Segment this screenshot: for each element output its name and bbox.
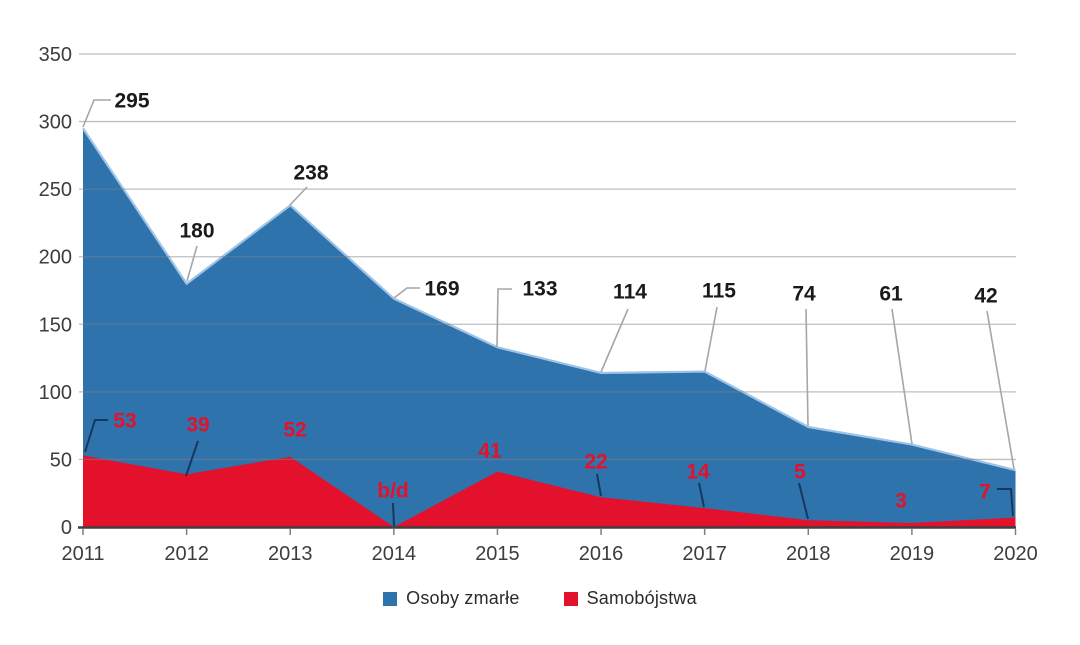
data-label-samobojstwa-2014: b/d	[377, 479, 409, 502]
data-label-osoby-zmarle-2013: 238	[293, 161, 328, 184]
data-label-osoby-zmarle-2011: 295	[114, 89, 149, 112]
data-label-samobojstwa-2012: 39	[186, 413, 209, 436]
y-axis-tick-label-200: 200	[39, 247, 72, 269]
legend-label-osoby-zmarle: Osoby zmarłe	[406, 588, 520, 608]
x-axis-tick-label-2016: 2016	[579, 543, 624, 565]
data-label-osoby-zmarle-2019: 61	[879, 282, 903, 305]
area-osoby-zmarle	[83, 128, 1016, 528]
data-label-samobojstwa-2020: 7	[979, 480, 991, 503]
data-label-osoby-zmarle-2020: 42	[974, 284, 997, 307]
y-axis-tick-label-350: 350	[39, 44, 72, 66]
legend-item-samobojstwa: Samobójstwa	[563, 588, 697, 609]
leader-line-red-2014	[392, 502, 395, 527]
x-axis-tick-label-2017: 2017	[682, 543, 727, 565]
data-label-osoby-zmarle-2018: 74	[792, 282, 816, 305]
leader-line-red-2012	[185, 440, 199, 477]
data-label-osoby-zmarle-2016: 114	[613, 280, 647, 303]
x-axis-tick-label-2020: 2020	[993, 543, 1038, 565]
x-axis-tick-label-2013: 2013	[268, 543, 313, 565]
data-label-osoby-zmarle-2014: 169	[424, 277, 459, 300]
legend-label-samobojstwa: Samobójstwa	[586, 588, 697, 608]
area-samobojstwa	[83, 455, 1016, 527]
y-axis-tick-label-0: 0	[61, 517, 72, 539]
data-label-samobojstwa-2017: 14	[686, 460, 710, 483]
leader-line-red-2018	[798, 482, 809, 520]
data-label-osoby-zmarle-2015: 133	[522, 277, 557, 300]
data-label-samobojstwa-2013: 52	[283, 418, 306, 441]
data-label-osoby-zmarle-2017: 115	[702, 279, 736, 302]
x-axis-tick-label-2015: 2015	[475, 543, 520, 565]
data-label-samobojstwa-2018: 5	[794, 460, 806, 483]
y-axis-tick-label-50: 50	[50, 449, 72, 471]
leader-line-blue-2018	[805, 308, 809, 427]
x-axis-tick-label-2014: 2014	[372, 543, 417, 565]
y-axis-tick-label-100: 100	[39, 382, 72, 404]
leader-line-blue-2020	[986, 310, 1015, 470]
y-axis-tick-label-250: 250	[39, 179, 72, 201]
leader-line-blue-2015	[496, 288, 512, 348]
leader-line-red-2011	[84, 419, 108, 453]
data-label-samobojstwa-2011: 53	[113, 409, 136, 432]
leader-line-red-2017	[698, 482, 705, 508]
x-axis-tick-label-2019: 2019	[890, 543, 935, 565]
data-label-samobojstwa-2016: 22	[584, 450, 607, 473]
data-label-samobojstwa-2015: 41	[478, 439, 502, 462]
leader-line-blue-2012	[186, 245, 198, 282]
leader-line-blue-2014	[393, 287, 420, 299]
data-label-osoby-zmarle-2012: 180	[179, 219, 214, 242]
leader-line-blue-2017	[704, 306, 718, 372]
legend-item-osoby-zmarle: Osoby zmarłe	[383, 588, 519, 609]
leader-line-red-2020	[997, 488, 1014, 517]
legend-swatch-blue	[383, 591, 398, 606]
area-osoby-zmarle-edge	[82, 127, 1016, 472]
data-label-samobojstwa-2019: 3	[895, 489, 907, 512]
x-axis-tick-label-2012: 2012	[164, 543, 209, 565]
leader-line-blue-2011	[82, 99, 111, 128]
y-axis-tick-label-300: 300	[39, 112, 72, 134]
x-axis-tick-label-2011: 2011	[61, 543, 104, 565]
leader-line-blue-2019	[891, 308, 913, 445]
y-axis-tick-label-150: 150	[39, 314, 72, 336]
x-axis-tick-label-2018: 2018	[786, 543, 831, 565]
legend-swatch-red	[563, 591, 578, 606]
chart-legend: Osoby zmarłe Samobójstwa	[0, 588, 1080, 609]
leader-line-blue-2016	[600, 308, 629, 373]
leader-line-blue-2013	[289, 186, 308, 206]
leader-line-red-2016	[596, 473, 602, 497]
